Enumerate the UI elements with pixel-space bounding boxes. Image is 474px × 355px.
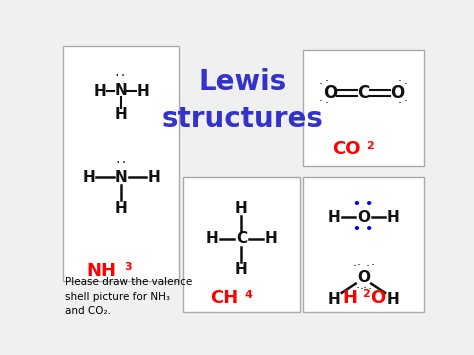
Text: ·: ·	[355, 282, 359, 295]
Text: • •: • •	[354, 198, 374, 211]
Text: H: H	[235, 262, 248, 277]
Text: H: H	[93, 84, 106, 99]
Bar	[303, 178, 423, 312]
Text: ·: ·	[357, 259, 361, 272]
Text: N: N	[115, 83, 128, 98]
Text: ··: ··	[113, 71, 127, 82]
Text: ··: ··	[115, 158, 128, 169]
Text: O: O	[357, 210, 370, 225]
Text: N: N	[115, 170, 128, 185]
Text: ·: ·	[404, 95, 408, 108]
Text: • •: • •	[354, 223, 374, 236]
Text: 3: 3	[124, 262, 132, 272]
Text: H: H	[206, 231, 219, 246]
Text: Lewis
structures: Lewis structures	[162, 68, 324, 133]
Text: ·: ·	[360, 283, 364, 296]
Text: CH: CH	[210, 289, 238, 307]
Text: CO: CO	[332, 140, 360, 158]
Text: ·: ·	[352, 260, 356, 273]
Text: ·: ·	[325, 75, 329, 88]
Bar	[63, 47, 179, 281]
Text: O: O	[323, 84, 337, 102]
Text: ·: ·	[398, 75, 402, 88]
Text: H: H	[342, 289, 357, 307]
Text: C: C	[357, 84, 370, 102]
Text: ·: ·	[319, 78, 323, 91]
Text: ·: ·	[371, 259, 375, 272]
Text: C: C	[236, 231, 247, 246]
Text: O: O	[390, 84, 404, 102]
Text: 2: 2	[366, 141, 374, 151]
Text: 2: 2	[362, 289, 370, 299]
Text: ·: ·	[363, 282, 367, 295]
Text: H: H	[82, 170, 95, 185]
Text: 4: 4	[245, 290, 252, 300]
Text: O: O	[357, 270, 370, 285]
Text: H: H	[115, 201, 128, 215]
Text: H: H	[264, 231, 277, 246]
Bar	[303, 50, 423, 166]
Text: H: H	[235, 201, 248, 215]
Text: ·: ·	[325, 97, 329, 110]
Bar	[183, 178, 300, 312]
Text: ·: ·	[319, 95, 323, 108]
Text: ·: ·	[398, 97, 402, 110]
Text: H: H	[115, 108, 128, 122]
Text: NH: NH	[87, 262, 117, 279]
Text: ·: ·	[404, 78, 408, 91]
Text: H: H	[328, 210, 340, 225]
Text: H: H	[137, 84, 149, 99]
Text: ·: ·	[366, 260, 370, 273]
Text: H: H	[386, 210, 399, 225]
Text: Please draw the valence
shell picture for NH₃
and CO₂.: Please draw the valence shell picture fo…	[65, 277, 193, 317]
Text: H: H	[328, 291, 340, 306]
Text: H: H	[147, 170, 160, 185]
Text: ·: ·	[368, 283, 372, 296]
Text: O: O	[370, 289, 385, 307]
Text: H: H	[386, 291, 399, 306]
